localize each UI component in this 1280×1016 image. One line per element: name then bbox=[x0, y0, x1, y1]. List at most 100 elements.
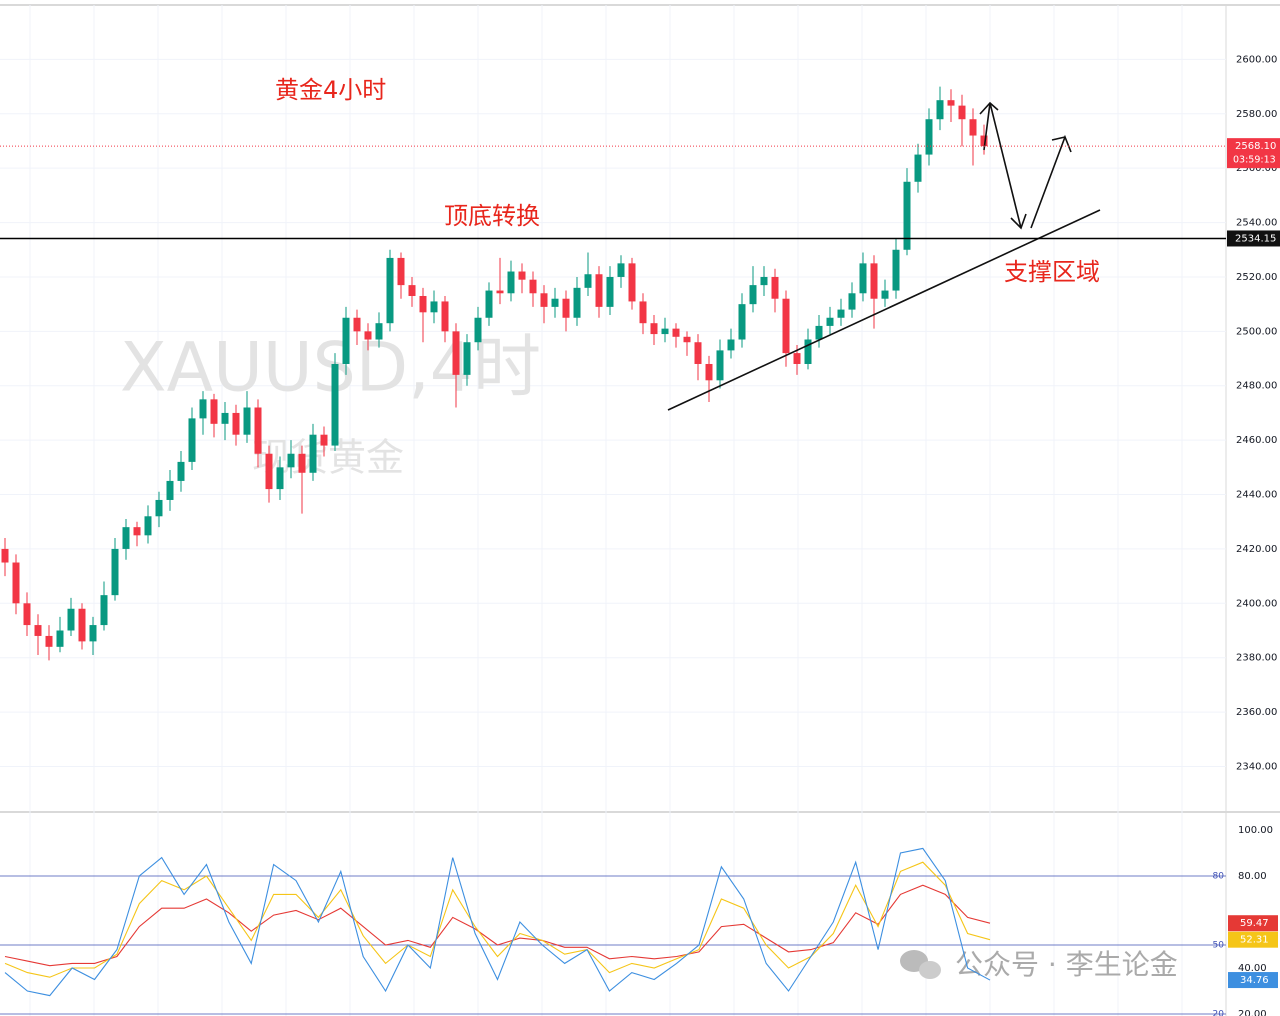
value-badge bbox=[1228, 915, 1278, 932]
candle-body bbox=[419, 295, 427, 313]
candle-body bbox=[397, 257, 405, 286]
title: 黄金4小时 bbox=[275, 76, 386, 104]
footer-logo bbox=[900, 950, 941, 979]
y-tick-label: 20.00 bbox=[1238, 1009, 1267, 1016]
price-badge-label: 2568.10 bbox=[1235, 141, 1276, 152]
y-tick-label: 2560.00 bbox=[1236, 163, 1277, 174]
candle-body bbox=[12, 562, 20, 604]
value-badge bbox=[1228, 931, 1278, 948]
candle-body bbox=[375, 323, 383, 340]
candle-body bbox=[265, 453, 273, 490]
trend-line bbox=[667, 209, 1101, 411]
candle-body bbox=[562, 298, 570, 318]
candle-body bbox=[672, 328, 680, 337]
y-tick-label: 80.00 bbox=[1238, 871, 1267, 882]
candle-body bbox=[694, 342, 702, 364]
candle-body bbox=[100, 595, 108, 626]
candle-body bbox=[870, 263, 878, 299]
arrow-head bbox=[1051, 136, 1066, 141]
candle-body bbox=[188, 418, 196, 462]
candle-body bbox=[166, 480, 174, 500]
candle-body bbox=[639, 301, 647, 324]
candle-body bbox=[221, 412, 229, 424]
candle-body bbox=[518, 271, 526, 280]
candle-body bbox=[199, 399, 207, 419]
arrow-head bbox=[979, 101, 999, 115]
candle-body bbox=[716, 350, 724, 381]
candle-body bbox=[650, 323, 658, 335]
candle-body bbox=[936, 100, 944, 120]
plot bbox=[1, 86, 988, 661]
candle-body bbox=[364, 331, 372, 340]
y-tick-label: 2520.00 bbox=[1236, 272, 1277, 283]
candle-body bbox=[507, 271, 515, 294]
level-label: 50 bbox=[1213, 941, 1225, 951]
value-badge-label: 34.76 bbox=[1240, 975, 1269, 986]
candle-body bbox=[485, 290, 493, 318]
candle-body bbox=[760, 276, 768, 286]
candle-body bbox=[980, 135, 988, 147]
candle-body bbox=[1, 548, 9, 563]
y-tick-label: 2340.00 bbox=[1236, 761, 1277, 772]
annotation: 支撑区域 bbox=[1004, 258, 1100, 286]
candle-body bbox=[771, 276, 779, 299]
candle-body bbox=[837, 309, 845, 318]
candle-body bbox=[617, 263, 625, 277]
candle-body bbox=[606, 276, 614, 307]
candle-body bbox=[463, 342, 471, 375]
indicator-line bbox=[4, 847, 991, 997]
candle-body bbox=[133, 527, 141, 536]
candle-body bbox=[793, 353, 801, 364]
y-tick-label: 2380.00 bbox=[1236, 653, 1277, 664]
candle-body bbox=[342, 317, 350, 364]
candle-body bbox=[232, 412, 240, 435]
candle-body bbox=[254, 407, 262, 454]
y-tick-label: 2500.00 bbox=[1236, 326, 1277, 337]
candle-body bbox=[331, 363, 339, 446]
candle-body bbox=[925, 119, 933, 155]
y-tick-label: 2460.00 bbox=[1236, 435, 1277, 446]
y-tick-label: 2360.00 bbox=[1236, 707, 1277, 718]
indicator-line bbox=[4, 884, 991, 967]
candle-body bbox=[848, 293, 856, 310]
candle-body bbox=[276, 467, 284, 490]
candle-body bbox=[309, 434, 317, 473]
level-label: 20 bbox=[1213, 1010, 1225, 1016]
candle-body bbox=[727, 339, 735, 351]
y-tick-label: 2480.00 bbox=[1236, 381, 1277, 392]
candle-body bbox=[584, 274, 592, 288]
y-tick-label: 2600.00 bbox=[1236, 54, 1277, 65]
candle-body bbox=[914, 154, 922, 182]
candle-body bbox=[969, 119, 977, 136]
candle-body bbox=[540, 293, 548, 307]
candle-body bbox=[738, 304, 746, 340]
y-tick-label: 2540.00 bbox=[1236, 218, 1277, 229]
candle-body bbox=[529, 279, 537, 294]
candle-body bbox=[441, 301, 449, 332]
candle-body bbox=[430, 301, 438, 313]
watermark-sub: 现货黄金 bbox=[252, 436, 404, 480]
candle-body bbox=[881, 290, 889, 299]
candle-body bbox=[782, 298, 790, 354]
candle-body bbox=[826, 317, 834, 326]
candle-body bbox=[320, 434, 328, 446]
indicator-line bbox=[4, 861, 991, 978]
candle-body bbox=[89, 625, 97, 642]
candle-body bbox=[628, 263, 636, 302]
candle-body bbox=[947, 100, 955, 106]
candle-body bbox=[749, 285, 757, 305]
candle-body bbox=[815, 325, 823, 340]
candle-body bbox=[892, 249, 900, 291]
y-tick-label: 2580.00 bbox=[1236, 109, 1277, 120]
candle-body bbox=[287, 453, 295, 468]
candle-body bbox=[23, 603, 31, 626]
candle-body bbox=[67, 608, 75, 631]
candle-body bbox=[155, 499, 163, 517]
annotation: 顶底转换 bbox=[444, 202, 540, 230]
candle-body bbox=[56, 630, 64, 647]
grid bbox=[0, 5, 1226, 1016]
value-badge-label: 52.31 bbox=[1240, 935, 1269, 946]
candle-body bbox=[298, 453, 306, 473]
